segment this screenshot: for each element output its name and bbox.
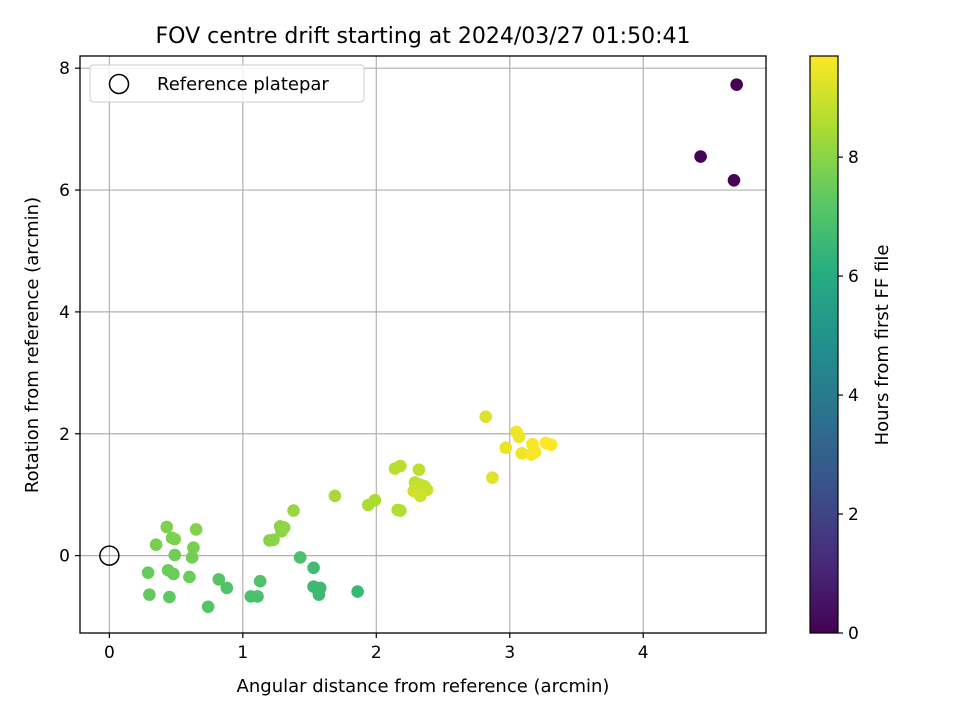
data-point: [168, 548, 182, 562]
x-tick-label: 4: [638, 643, 649, 663]
colorbar: 0 2 4 6 8 Hours from first FF file: [809, 55, 893, 644]
y-tick-label: 8: [59, 59, 70, 79]
data-point: [412, 463, 426, 477]
data-point: [287, 504, 300, 517]
data-point: [141, 566, 155, 579]
data-point: [277, 521, 291, 534]
x-axis-label: Angular distance from reference (arcmin): [237, 676, 610, 697]
legend-reference-marker: [108, 73, 130, 95]
data-point: [526, 437, 539, 451]
colorbar-tick-label: 0: [848, 624, 859, 644]
data-point: [515, 446, 529, 460]
y-tick-label: 6: [59, 181, 70, 201]
x-tick-label: 0: [104, 643, 115, 663]
data-point: [220, 581, 234, 595]
chart-title: FOV centre drift starting at 2024/03/27 …: [156, 24, 691, 49]
data-point: [149, 538, 163, 551]
data-point: [499, 441, 513, 455]
legend: Reference platepar: [89, 64, 365, 103]
data-point: [414, 489, 427, 503]
grid: [80, 56, 766, 633]
data-point: [307, 561, 320, 575]
y-tick-label: 0: [59, 547, 70, 567]
legend-label: Reference platepar: [157, 74, 329, 95]
data-point: [163, 590, 176, 604]
reference-platepar-marker: [99, 545, 120, 566]
colorbar-label: Hours from first FF file: [872, 245, 893, 446]
data-point: [351, 585, 364, 598]
scatter-points: [141, 78, 743, 614]
data-point: [185, 551, 199, 564]
data-point: [167, 567, 180, 581]
data-point: [368, 493, 382, 507]
x-tick-label: 2: [371, 643, 382, 663]
data-point: [168, 532, 182, 546]
x-axis-ticks: 0 1 2 3 4: [104, 633, 649, 663]
data-point: [479, 410, 493, 424]
data-point: [183, 570, 196, 584]
colorbar-tick-label: 4: [848, 386, 859, 406]
data-point: [160, 520, 174, 534]
y-tick-label: 4: [59, 303, 70, 323]
data-point: [244, 590, 258, 603]
data-point: [727, 173, 741, 187]
data-point: [307, 580, 320, 593]
data-point: [187, 541, 200, 554]
data-point: [201, 600, 215, 614]
colorbar-ticks: 0 2 4 6 8: [838, 148, 859, 644]
data-point: [486, 471, 499, 484]
data-point: [394, 459, 407, 473]
y-axis-ticks: 0 2 4 6 8: [59, 59, 80, 567]
data-point: [253, 574, 267, 588]
colorbar-tick-label: 6: [848, 267, 859, 287]
data-point: [394, 504, 407, 517]
data-point: [293, 551, 307, 564]
data-point: [143, 588, 156, 601]
reference-marker-group: [99, 545, 120, 566]
legend-box: [89, 64, 365, 103]
data-point: [730, 78, 743, 91]
plot-frame: [79, 55, 767, 634]
data-point: [694, 150, 707, 163]
y-axis-label: Rotation from reference (arcmin): [22, 197, 43, 493]
y-tick-label: 2: [59, 425, 70, 445]
data-point: [189, 523, 203, 536]
colorbar-tick-label: 8: [848, 148, 859, 168]
data-point: [267, 533, 280, 547]
colorbar-gradient: [809, 55, 839, 634]
data-point: [512, 430, 526, 444]
colorbar-tick-label: 2: [848, 505, 859, 525]
x-tick-label: 3: [504, 643, 515, 663]
x-tick-label: 1: [237, 643, 248, 663]
data-point: [212, 573, 226, 586]
data-point: [544, 438, 558, 452]
data-point: [328, 489, 342, 503]
